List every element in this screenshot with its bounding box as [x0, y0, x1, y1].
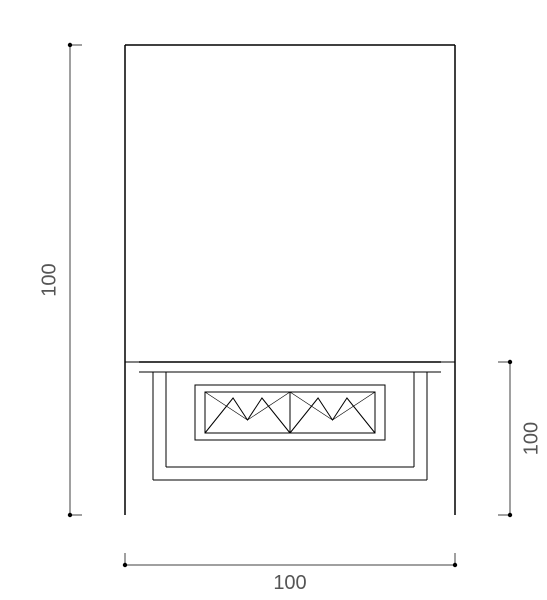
- width-label: 100: [273, 572, 306, 594]
- technical-drawing: 100 100 100: [0, 0, 547, 600]
- right-height-label: 100: [520, 422, 542, 455]
- height-label: 100: [38, 263, 60, 296]
